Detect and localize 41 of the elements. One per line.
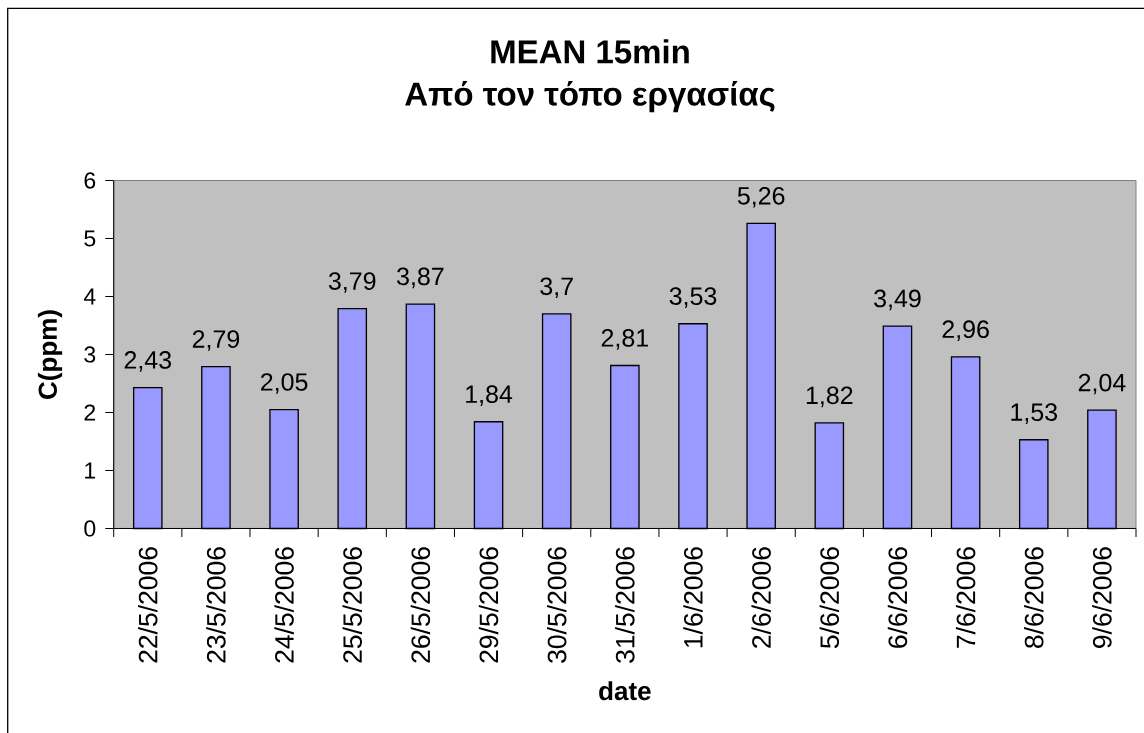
data-label: 3,79 bbox=[328, 272, 376, 293]
x-tick-label: 9/6/2006 bbox=[1092, 547, 1112, 648]
x-tick-label: 8/6/2006 bbox=[1024, 547, 1044, 648]
x-tick-label: 30/5/2006 bbox=[546, 547, 567, 663]
data-label: 5,26 bbox=[737, 186, 785, 208]
y-tick-label: 2 bbox=[84, 404, 96, 421]
data-label: 2,79 bbox=[192, 330, 240, 351]
x-tick-label: 24/5/2006 bbox=[274, 547, 294, 663]
chart-subtitle: Από τον τόπο εργασίας bbox=[405, 81, 775, 113]
data-label: 1,84 bbox=[466, 385, 513, 406]
x-tick-label: 26/5/2006 bbox=[410, 547, 431, 663]
x-tick-label: 22/5/2006 bbox=[138, 547, 158, 663]
data-label: 1,53 bbox=[1011, 403, 1058, 424]
x-tick-label: 31/5/2006 bbox=[615, 547, 635, 663]
x-tick-label: 7/6/2006 bbox=[955, 547, 976, 648]
data-label: 2,81 bbox=[601, 329, 648, 350]
y-tick-label: 0 bbox=[84, 520, 96, 537]
data-label: 3,49 bbox=[874, 289, 921, 311]
x-tick-label: 1/6/2006 bbox=[683, 547, 703, 648]
y-tick-label: 4 bbox=[83, 288, 96, 305]
x-tick-label: 5/6/2006 bbox=[819, 547, 840, 649]
y-tick-label: 5 bbox=[84, 230, 96, 247]
data-label: 1,82 bbox=[806, 386, 853, 408]
data-label: 3,53 bbox=[669, 287, 717, 308]
data-label: 2,43 bbox=[124, 351, 172, 372]
y-tick-label: 1 bbox=[85, 462, 96, 479]
x-tick-label: 29/5/2006 bbox=[478, 547, 499, 663]
y-tick-label: 6 bbox=[84, 172, 96, 189]
data-label: 2,04 bbox=[1078, 373, 1126, 395]
data-label: 2,96 bbox=[942, 320, 989, 342]
x-tick-label: 6/6/2006 bbox=[887, 547, 908, 648]
x-tick-label: 2/6/2006 bbox=[751, 547, 771, 648]
data-label: 3,7 bbox=[540, 277, 573, 299]
x-tick-label: 25/5/2006 bbox=[342, 547, 362, 663]
x-axis-title: date bbox=[599, 681, 651, 701]
data-label: 3,87 bbox=[397, 267, 444, 289]
y-tick-label: 3 bbox=[84, 346, 96, 363]
x-tick-label: 23/5/2006 bbox=[206, 547, 226, 663]
data-label: 2,05 bbox=[261, 373, 308, 394]
chart-title: MEAN 15min bbox=[491, 39, 689, 64]
y-axis-title: C(ppm) bbox=[37, 310, 63, 399]
